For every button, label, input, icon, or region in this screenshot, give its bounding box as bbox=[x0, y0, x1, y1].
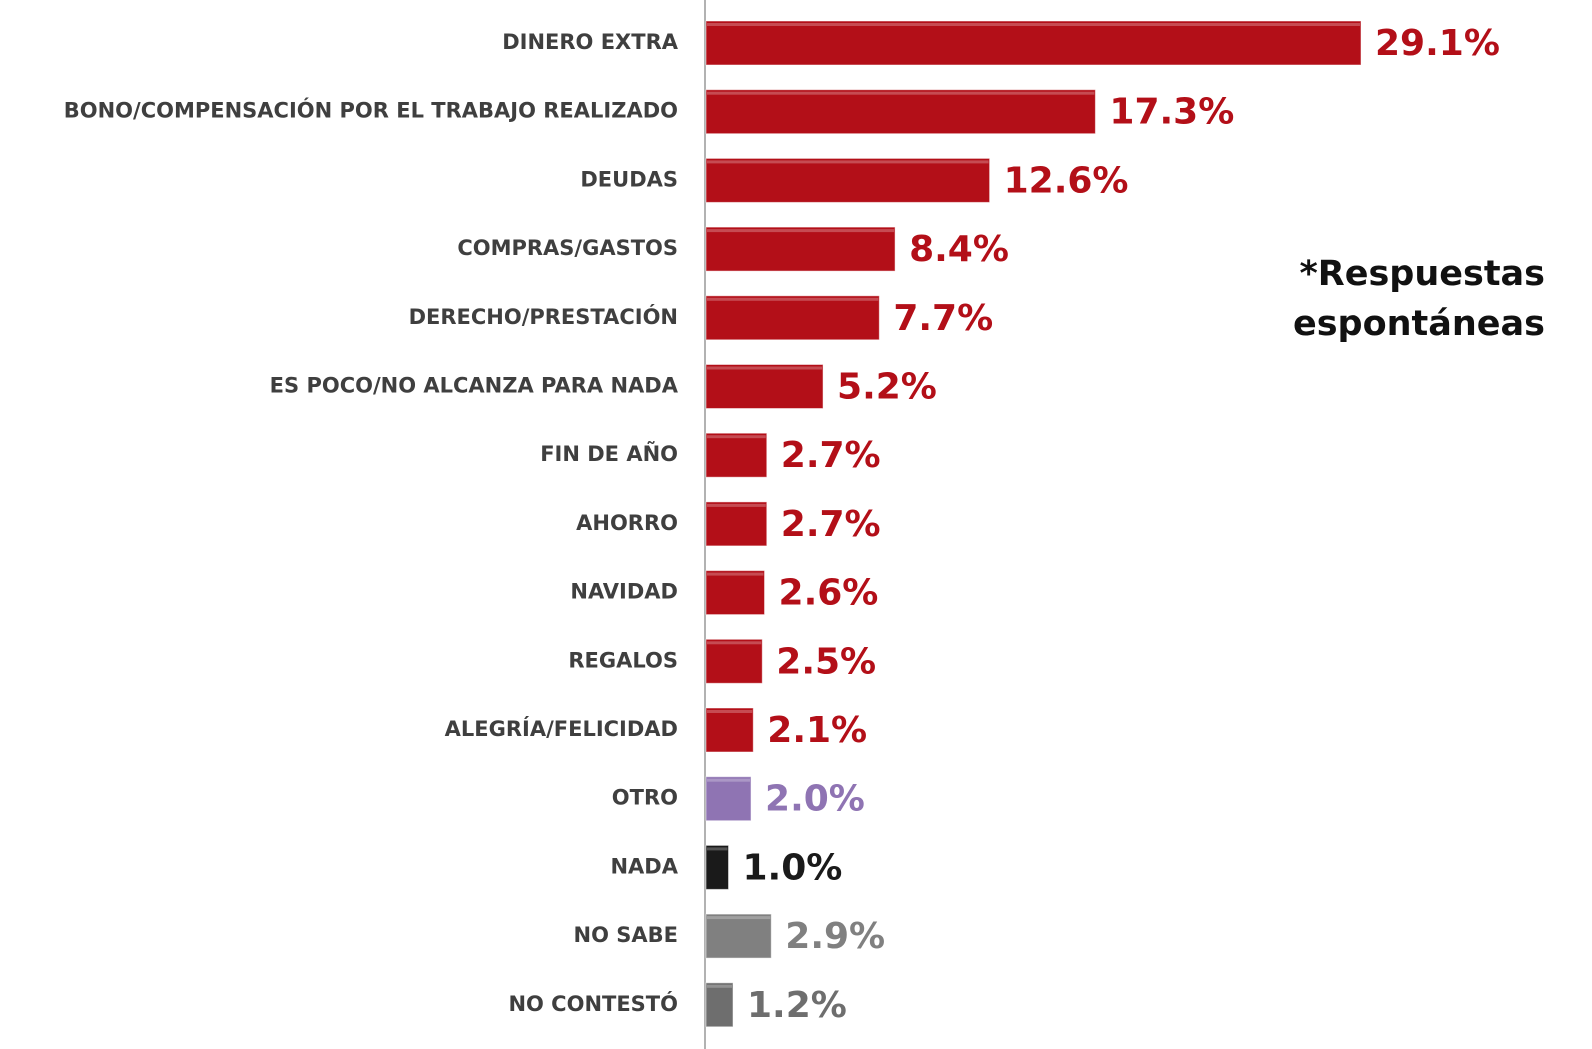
bar bbox=[705, 226, 896, 272]
annotation: *Respuestas bbox=[1299, 254, 1545, 294]
bar bbox=[705, 638, 763, 684]
bar-highlight bbox=[707, 710, 753, 713]
category-label: REGALOS bbox=[568, 648, 678, 672]
bar bbox=[705, 776, 752, 822]
bar bbox=[705, 89, 1096, 135]
bar bbox=[705, 20, 1362, 66]
category-label: NO SABE bbox=[574, 923, 678, 947]
annotation: espontáneas bbox=[1293, 304, 1545, 344]
value-label: 2.9% bbox=[785, 916, 885, 957]
bar-highlight bbox=[707, 297, 879, 301]
category-label: DERECHO/PRESTACIÓN bbox=[409, 304, 678, 329]
category-label: FIN DE AÑO bbox=[540, 441, 678, 466]
bar-highlight bbox=[707, 572, 764, 576]
category-label: BONO/COMPENSACIÓN POR EL TRABAJO REALIZA… bbox=[64, 98, 678, 123]
category-label: COMPRAS/GASTOS bbox=[457, 236, 678, 260]
value-label: 2.6% bbox=[779, 573, 879, 614]
category-label: DINERO EXTRA bbox=[502, 30, 679, 54]
bar-highlight bbox=[707, 435, 766, 439]
bar-highlight bbox=[707, 916, 771, 920]
value-label: 5.2% bbox=[837, 367, 937, 408]
value-label: 7.7% bbox=[893, 298, 993, 339]
category-label: NADA bbox=[610, 854, 678, 878]
category-label: AHORRO bbox=[576, 511, 678, 535]
category-label: NAVIDAD bbox=[570, 580, 678, 604]
value-label: 2.7% bbox=[781, 435, 881, 476]
bar bbox=[705, 501, 768, 547]
bar-highlight bbox=[707, 984, 733, 988]
bar bbox=[705, 913, 772, 959]
bar-highlight bbox=[707, 778, 751, 782]
value-label: 8.4% bbox=[909, 229, 1009, 270]
bar-highlight bbox=[707, 160, 989, 164]
value-label: 2.0% bbox=[765, 779, 865, 820]
bar-highlight bbox=[707, 847, 728, 851]
category-label: DEUDAS bbox=[580, 167, 678, 191]
bar bbox=[705, 982, 734, 1028]
bar-highlight bbox=[707, 641, 762, 645]
value-label: 17.3% bbox=[1109, 92, 1234, 133]
value-label: 29.1% bbox=[1375, 23, 1500, 64]
bar-highlight bbox=[707, 503, 766, 507]
bar-highlight bbox=[707, 91, 1095, 95]
bar bbox=[705, 844, 730, 890]
bar-highlight bbox=[707, 366, 823, 370]
bar-highlight bbox=[707, 23, 1360, 26]
bar bbox=[705, 707, 754, 753]
value-label: 2.7% bbox=[781, 504, 881, 545]
bar bbox=[705, 570, 766, 616]
value-label: 12.6% bbox=[1004, 160, 1129, 201]
bar bbox=[705, 432, 768, 478]
category-label: ALEGRÍA/FELICIDAD bbox=[445, 716, 678, 741]
value-label: 2.5% bbox=[776, 641, 876, 682]
bar-highlight bbox=[707, 229, 895, 233]
value-label: 1.2% bbox=[747, 985, 847, 1026]
category-label: OTRO bbox=[612, 786, 678, 810]
bar bbox=[705, 295, 880, 341]
value-label: 2.1% bbox=[767, 710, 867, 751]
category-label: ES POCO/NO ALCANZA PARA NADA bbox=[270, 374, 679, 398]
bar bbox=[705, 364, 824, 409]
value-label: 1.0% bbox=[743, 847, 843, 888]
bar bbox=[705, 157, 991, 203]
category-label: NO CONTESTÓ bbox=[508, 991, 678, 1016]
